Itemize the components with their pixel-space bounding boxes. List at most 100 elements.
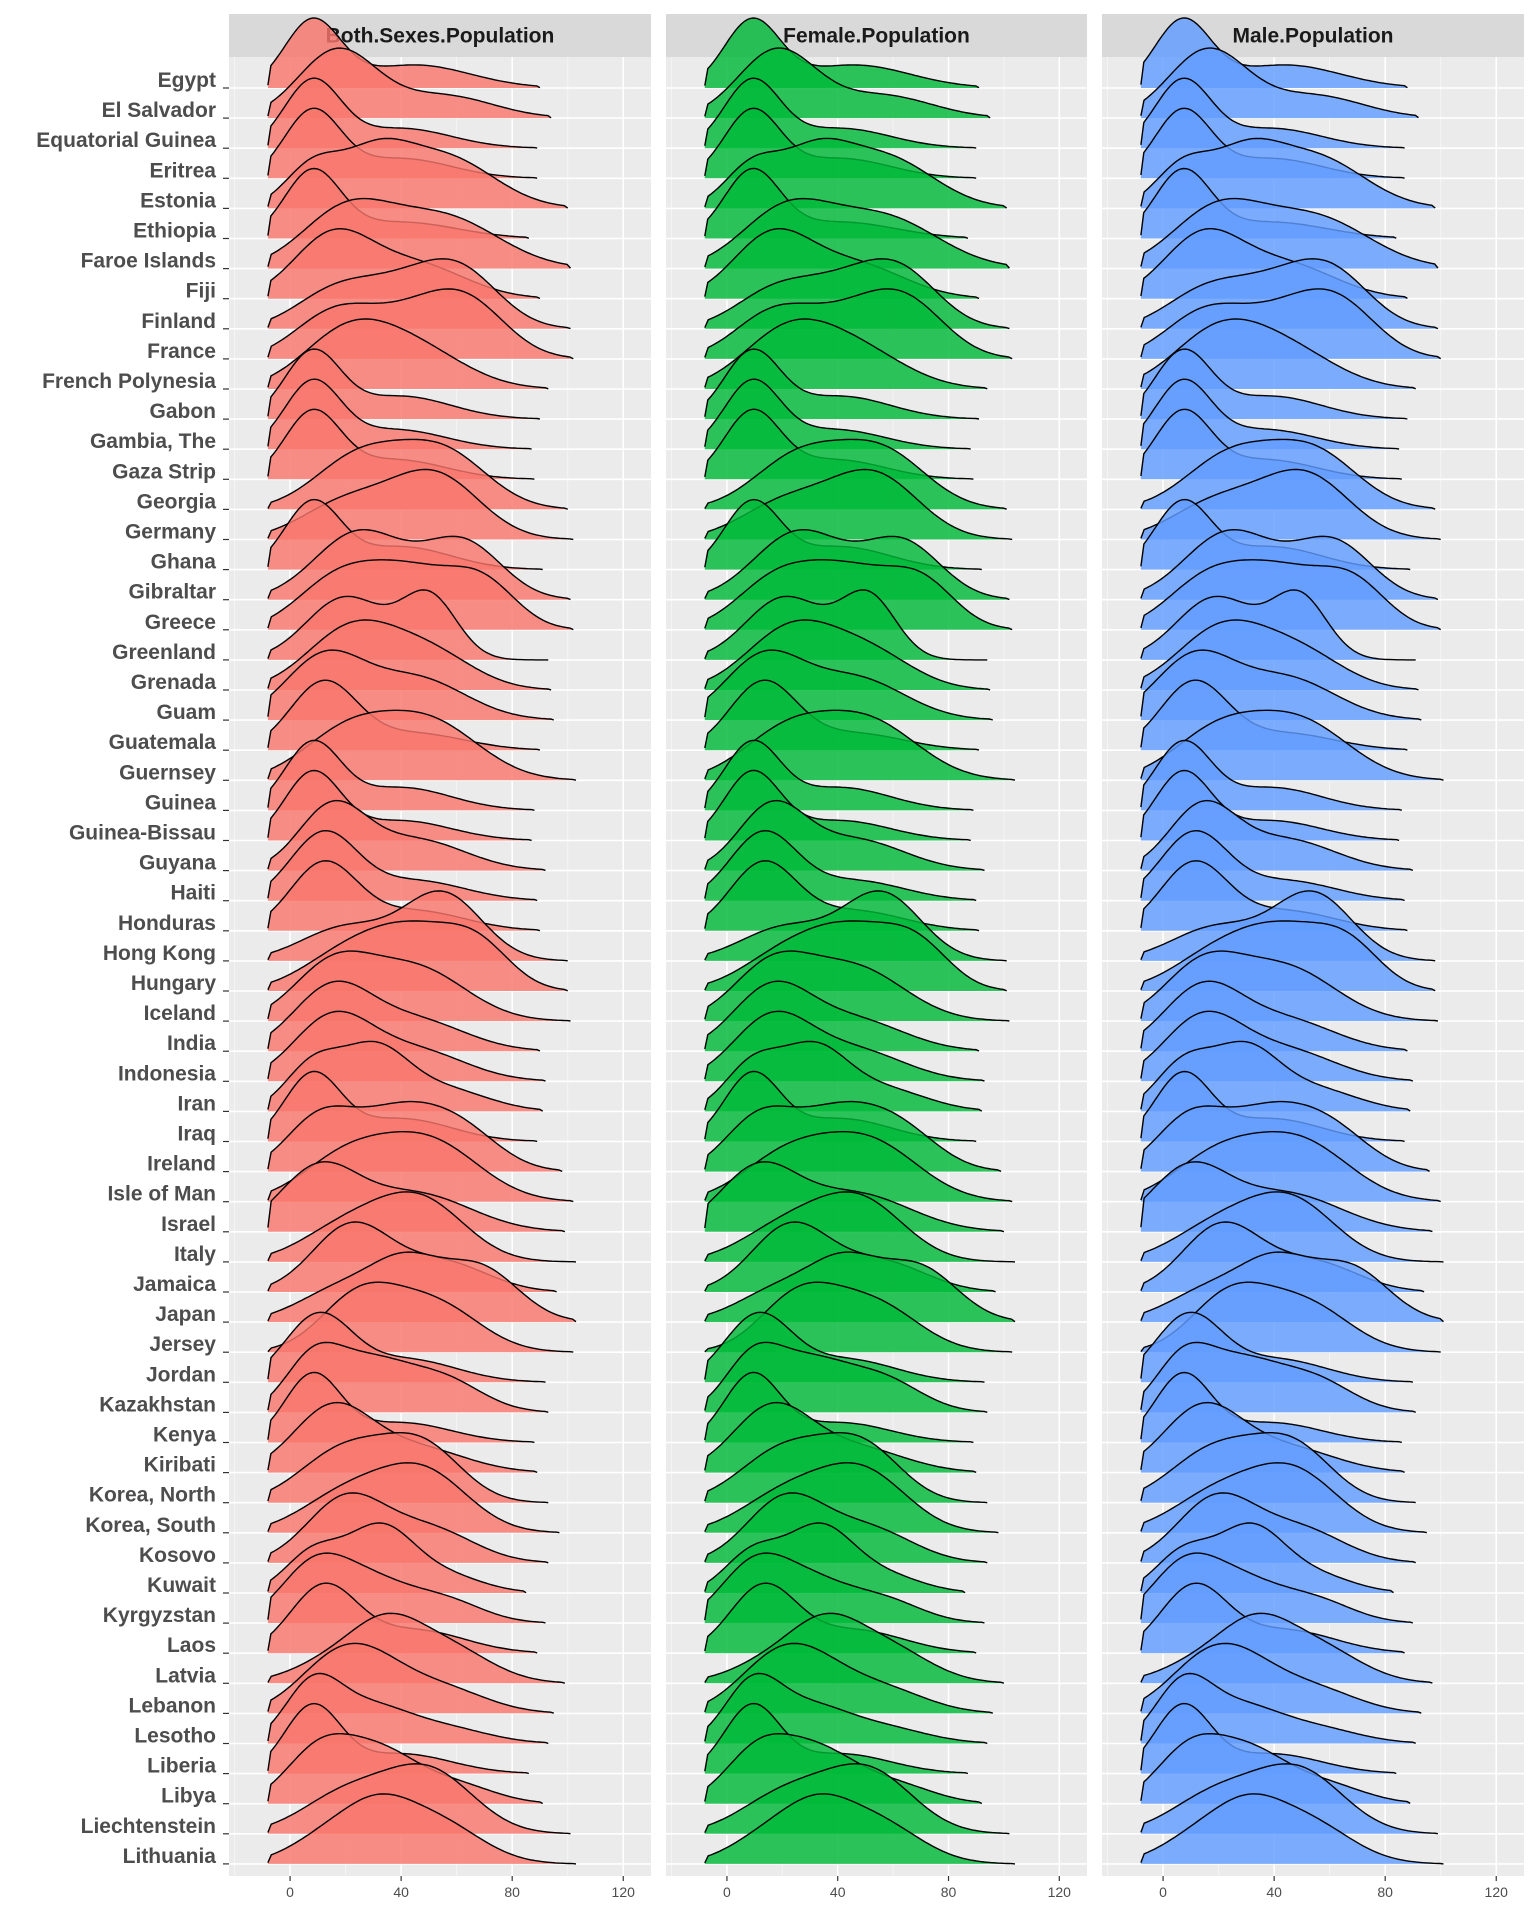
- ridge-line-gibraltar: [704, 528, 1010, 601]
- ridge-line-indonesia: [1140, 1010, 1414, 1082]
- country-label: Guernsey: [119, 761, 216, 784]
- ridge-line-korea-south: [267, 1462, 560, 1534]
- country-label: Isle of Man: [107, 1183, 216, 1206]
- ridge-line-egypt: [267, 17, 541, 89]
- country-label: Lithuania: [123, 1845, 217, 1868]
- x-tick-label: 0: [286, 1884, 294, 1900]
- ridge-line-guernsey: [267, 709, 577, 781]
- country-label: Jamaica: [133, 1273, 216, 1296]
- ridge-line-finland: [1140, 258, 1439, 330]
- x-tick-label: 40: [830, 1884, 846, 1900]
- ridge-fill-laos: [267, 1583, 538, 1654]
- ridge-line-guyana: [704, 799, 985, 872]
- country-label: France: [147, 340, 216, 363]
- country-label: Guyana: [139, 852, 216, 875]
- ridge-line-latvia: [704, 1612, 1005, 1684]
- ridge-line-guernsey: [1140, 709, 1444, 781]
- ridge-line-israel: [1140, 1161, 1433, 1233]
- country-label: Eritrea: [149, 159, 216, 182]
- country-label: Libya: [161, 1785, 216, 1808]
- ridge-fill-guernsey: [1140, 710, 1444, 781]
- ridge-line-france: [267, 288, 574, 360]
- country-label: Ghana: [151, 551, 217, 574]
- ridge-line-guinea: [704, 739, 974, 811]
- ridge-line-georgia: [267, 438, 568, 510]
- ridge-line-japan: [1140, 1251, 1444, 1323]
- ridge-line-finland: [704, 258, 1010, 330]
- ridge-line-lebanon: [267, 1642, 555, 1714]
- country-label: Egypt: [158, 69, 216, 92]
- ridge-line-guinea: [1140, 739, 1402, 811]
- ridge-line-gibraltar: [267, 529, 571, 601]
- ridge-line-gabon: [267, 348, 541, 420]
- country-label: Kiribati: [144, 1454, 216, 1477]
- ridge-line-faroe-islands: [704, 197, 1010, 269]
- country-label: Guam: [156, 701, 216, 724]
- ridge-line-france: [1140, 288, 1442, 360]
- x-tick-label: 40: [393, 1884, 409, 1900]
- ridge-line-greece: [704, 559, 1013, 631]
- country-label: Haiti: [170, 882, 216, 905]
- country-label: Ethiopia: [133, 220, 216, 243]
- country-label: Korea, South: [85, 1514, 216, 1537]
- ridge-fill-honduras: [704, 860, 979, 931]
- country-label: Jersey: [149, 1333, 216, 1356]
- country-label: Kosovo: [139, 1544, 216, 1567]
- x-tick-label: 120: [612, 1884, 636, 1900]
- ridge-line-kyrgyzstan: [1140, 1552, 1414, 1624]
- ridge-line-haiti: [267, 829, 538, 902]
- ridge-line-iceland: [1140, 950, 1439, 1022]
- ridge-line-guinea-bissau: [1140, 769, 1400, 842]
- facet-title: Both.Sexes.Population: [326, 25, 555, 48]
- ridge-line-libya: [267, 1733, 544, 1805]
- ridge-fill-laos: [704, 1583, 977, 1654]
- ridge-line-gibraltar: [1140, 528, 1439, 601]
- ridge-line-kuwait: [704, 1522, 966, 1594]
- ridge-fill-gaza-strip: [704, 409, 974, 480]
- country-label: Guinea: [145, 791, 217, 814]
- ridge-line-guernsey: [704, 709, 1016, 781]
- ridge-fill-laos: [1140, 1583, 1405, 1654]
- ridge-fill-guernsey: [267, 710, 576, 781]
- ridge-line-georgia: [704, 438, 1007, 510]
- country-label: Greece: [145, 611, 216, 634]
- country-label: Fiji: [186, 280, 216, 303]
- ridge-fill-lithuania: [267, 1793, 576, 1864]
- ridge-line-lesotho: [704, 1672, 988, 1745]
- country-label: Faroe Islands: [81, 250, 216, 273]
- ridge-fill-germany: [1140, 469, 1441, 540]
- country-label: Equatorial Guinea: [36, 129, 216, 152]
- ridge-line-equatorial-guinea: [704, 77, 977, 149]
- ridge-line-israel: [704, 1161, 1005, 1233]
- country-label: Guatemala: [109, 731, 217, 754]
- ridge-line-equatorial-guinea: [267, 77, 538, 149]
- country-label: Korea, North: [89, 1484, 216, 1507]
- ridge-line-korea-north: [267, 1432, 549, 1504]
- ridge-line-france: [704, 288, 1013, 360]
- ridge-line-kenya: [704, 1371, 974, 1444]
- ridge-line-lebanon: [1140, 1642, 1422, 1714]
- ridge-line-isle-of-man: [1140, 1131, 1441, 1203]
- ridge-line-jordan: [704, 1311, 985, 1383]
- ridge-fill-lithuania: [1140, 1793, 1444, 1864]
- x-tick-label: 80: [504, 1884, 520, 1900]
- ridge-line-liechtenstein: [704, 1763, 1010, 1835]
- ridge-line-haiti: [1140, 829, 1405, 902]
- country-label: Gabon: [150, 400, 217, 423]
- ridge-line-kazakhstan: [704, 1341, 988, 1413]
- ridge-line-ireland: [1140, 1100, 1430, 1173]
- country-label: India: [167, 1032, 216, 1055]
- ridge-line-el-salvador: [704, 47, 991, 119]
- ridge-line-greenland: [267, 589, 549, 661]
- ridge-line-indonesia: [704, 1010, 985, 1082]
- ridge-line-indonesia: [267, 1010, 546, 1082]
- ridge-line-korea-north: [704, 1432, 988, 1504]
- ridge-line-equatorial-guinea: [1140, 77, 1405, 149]
- ridge-line-liechtenstein: [1140, 1763, 1439, 1835]
- country-label: Gaza Strip: [112, 460, 216, 483]
- ridge-line-french-polynesia: [704, 318, 988, 390]
- ridge-line-libya: [1140, 1732, 1411, 1805]
- ridge-line-libya: [704, 1732, 983, 1805]
- ridge-line-hungary: [1140, 920, 1436, 992]
